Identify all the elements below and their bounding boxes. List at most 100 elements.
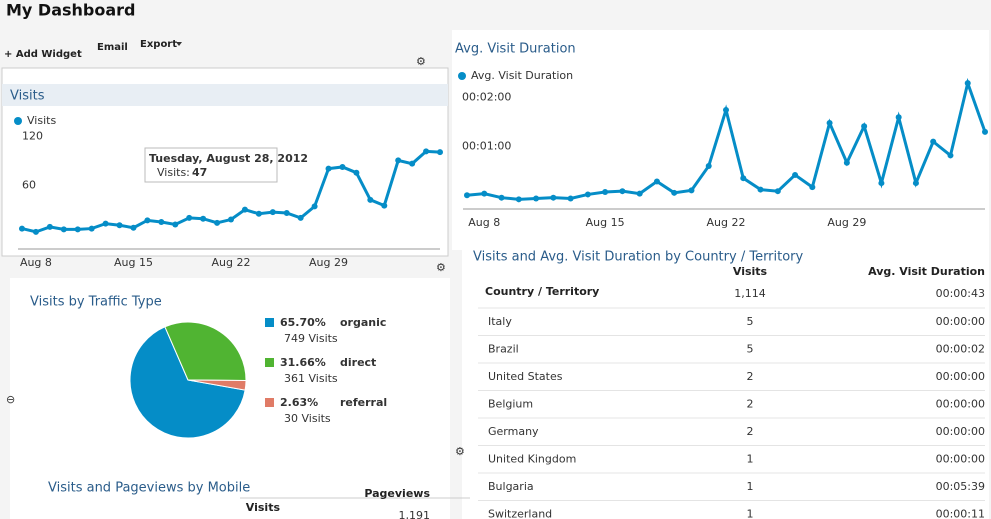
table-cell: United Kingdom [488, 453, 576, 466]
data-point [228, 216, 234, 223]
data-point [46, 223, 53, 230]
data-point [895, 114, 902, 121]
data-point [947, 152, 954, 159]
data-point [339, 163, 346, 170]
data-point [255, 210, 262, 217]
table-cell: 00:00:00 [936, 398, 985, 411]
table-cell: Brazil [488, 343, 519, 356]
legend-marker [14, 117, 22, 125]
data-point [878, 180, 885, 187]
data-point [636, 190, 643, 197]
data-point [130, 224, 137, 231]
data-point [757, 186, 764, 193]
y-tick-label: 00:02:00 [462, 91, 511, 104]
slice-value: 31.66% [280, 356, 326, 369]
data-point [423, 148, 430, 155]
data-point [930, 138, 937, 145]
data-point [498, 194, 505, 201]
tooltip-value: 47 [192, 166, 207, 179]
data-point [269, 209, 276, 216]
table-cell: 00:00:00 [936, 315, 985, 328]
data-point [550, 194, 557, 201]
data-point [671, 189, 678, 196]
total-cell: 1,114 [734, 287, 766, 300]
data-point [297, 214, 304, 221]
data-point [32, 228, 39, 235]
data-point [395, 157, 402, 164]
table-cell: 2 [747, 425, 754, 438]
slice-name: direct [340, 356, 376, 369]
widget-title: Visits [10, 89, 45, 104]
data-point [381, 202, 388, 209]
data-point [60, 226, 67, 233]
table-cell: 1 [747, 453, 754, 466]
settings-icon[interactable]: ⚙ [455, 445, 465, 458]
data-point [964, 80, 971, 87]
y-tick-label: 120 [22, 129, 43, 142]
data-point [705, 163, 712, 169]
pie-slice [187, 379, 247, 391]
data-point [241, 206, 248, 213]
widget-title: Avg. Visit Duration [455, 42, 576, 57]
data-point [826, 119, 833, 126]
add-widget[interactable]: + Add Widget [4, 49, 82, 60]
export[interactable]: Export [140, 39, 177, 50]
table-cell: 1 [747, 480, 754, 493]
settings-icon[interactable]: ⚙ [436, 261, 446, 274]
x-tick-label: Aug 22 [707, 216, 746, 229]
data-point [102, 220, 109, 227]
slice-value: 2.63% [280, 396, 318, 409]
table-cell: United States [488, 370, 563, 383]
x-tick-label: Aug 29 [827, 216, 866, 229]
data-point [19, 225, 25, 232]
tooltip-title: Tuesday, August 28, 2012 [149, 152, 308, 165]
data-point [311, 203, 318, 210]
x-tick-label: Aug 29 [309, 256, 348, 269]
x-tick-label: Aug 8 [20, 256, 52, 269]
pie-slice [129, 326, 246, 439]
data-point [619, 188, 626, 195]
tooltip-label: Visits: [157, 166, 190, 179]
column-header: Country / Territory [485, 285, 599, 298]
x-tick-label: Aug 15 [586, 216, 625, 229]
table-cell: 2 [747, 398, 754, 411]
tooltip [144, 147, 278, 183]
data-point [283, 209, 290, 216]
data-point [158, 219, 165, 225]
email[interactable]: Email [97, 42, 128, 53]
data-point [515, 196, 522, 203]
collapse-icon[interactable]: ⊖ [6, 393, 15, 406]
total-cell: 00:00:43 [936, 287, 985, 300]
data-point [144, 217, 151, 224]
table-cell: 1,191 [399, 509, 431, 519]
dropdown-arrow [176, 42, 182, 46]
table-cell: Italy [488, 315, 512, 328]
data-point [353, 169, 360, 176]
slice-detail: 30 Visits [284, 412, 331, 425]
x-tick-label: Aug 8 [468, 216, 500, 229]
data-point [409, 160, 416, 167]
data-point [774, 188, 781, 195]
data-point [912, 180, 919, 187]
column-header: Visits [733, 265, 768, 278]
data-point [843, 159, 850, 166]
table-cell: 00:00:00 [936, 370, 985, 383]
table-cell: 00:00:00 [936, 425, 985, 438]
table-cell: Bulgaria [488, 480, 534, 493]
x-tick-label: Aug 22 [212, 256, 251, 269]
slice-value: 65.70% [280, 316, 326, 329]
legend-label: Visits [27, 114, 56, 127]
data-point [567, 195, 574, 202]
data-point [88, 225, 95, 232]
table-title: Visits and Avg. Visit Duration by Countr… [473, 250, 804, 265]
data-point [688, 187, 695, 194]
data-point [437, 149, 443, 156]
column-header: Avg. Visit Duration [868, 265, 985, 278]
table-cell: 00:05:39 [936, 480, 985, 493]
settings-icon[interactable]: ⚙ [416, 55, 426, 68]
table-cell: 5 [747, 315, 754, 328]
pie-slice [164, 321, 247, 382]
column-header: Pageviews [364, 487, 430, 500]
slice-detail: 749 Visits [284, 332, 338, 345]
legend-swatch [265, 398, 274, 407]
